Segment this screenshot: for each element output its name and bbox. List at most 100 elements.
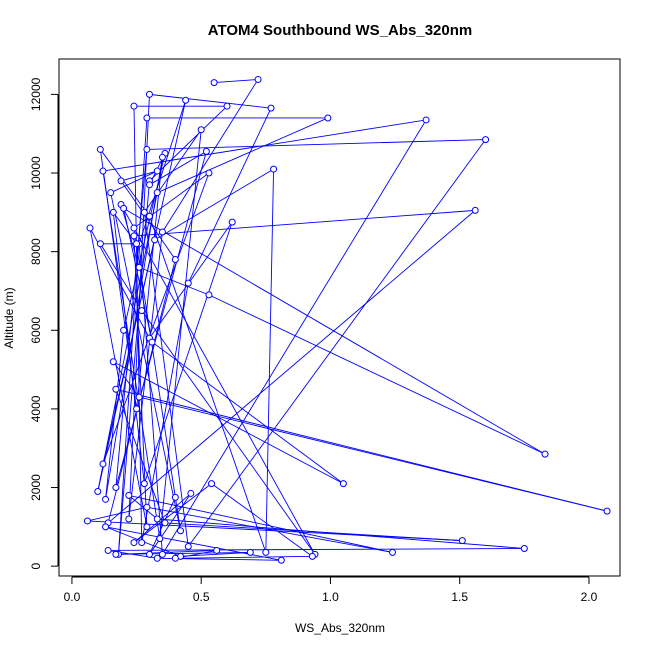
data-point — [135, 263, 143, 271]
data-point — [109, 208, 117, 216]
data-point — [161, 519, 169, 527]
data-point — [262, 548, 270, 556]
data-point — [143, 114, 151, 122]
series-segment — [133, 493, 192, 543]
series-segment — [162, 119, 427, 555]
data-point — [208, 480, 216, 488]
series-segment — [149, 221, 233, 339]
data-point — [107, 189, 115, 197]
data-point — [133, 405, 141, 413]
data-point — [184, 543, 192, 551]
data-point — [153, 515, 161, 523]
series-segment — [99, 243, 143, 311]
data-point — [458, 537, 466, 545]
data-point — [197, 126, 205, 134]
data-point — [153, 167, 161, 175]
data-point — [246, 548, 254, 556]
series-segment — [120, 180, 176, 260]
data-point — [158, 228, 166, 236]
series-segment — [102, 119, 427, 172]
y-tick-label: 4000 — [29, 395, 43, 422]
data-point — [145, 90, 153, 98]
series-segment — [149, 216, 267, 553]
data-point — [202, 147, 210, 155]
data-point — [102, 495, 110, 503]
data-point — [104, 546, 112, 554]
data-point — [339, 480, 347, 488]
data-point — [145, 550, 153, 558]
series-segment — [128, 495, 158, 520]
series-points — [83, 75, 611, 564]
data-point — [254, 75, 262, 83]
data-point — [153, 189, 161, 197]
series-segment — [107, 259, 176, 524]
data-point — [267, 104, 275, 112]
series-segment — [102, 172, 210, 465]
series-segment — [149, 93, 272, 109]
data-point — [482, 136, 490, 144]
data-point — [143, 503, 151, 511]
series-segment — [157, 117, 329, 194]
data-point — [140, 208, 148, 216]
data-point — [112, 484, 120, 492]
series-segment — [128, 494, 393, 553]
data-point — [96, 145, 104, 153]
data-point — [130, 539, 138, 547]
plot-frame — [58, 58, 621, 577]
series-segment — [151, 341, 344, 484]
data-point — [182, 96, 190, 104]
series-segment — [187, 139, 486, 547]
data-point — [187, 489, 195, 497]
y-tick-label: 10000 — [29, 156, 43, 190]
data-point — [99, 167, 107, 175]
data-point — [205, 169, 213, 177]
data-point — [156, 535, 164, 543]
data-point — [228, 218, 236, 226]
series-segment — [133, 227, 181, 531]
series-segment — [120, 204, 316, 555]
x-axis: 0.0 0.5 1.0 1.5 2.0 — [64, 576, 598, 604]
series-segment — [112, 361, 140, 398]
series-segment — [115, 551, 251, 555]
data-point — [210, 79, 218, 87]
series-segment — [120, 204, 140, 268]
series-segment — [141, 283, 189, 543]
series-segment — [108, 548, 525, 551]
series-segment — [154, 168, 274, 241]
data-point — [83, 517, 91, 525]
series-segment — [157, 518, 525, 549]
data-point — [138, 307, 146, 315]
series-segment — [115, 149, 148, 488]
data-point — [422, 116, 430, 124]
x-tick-label: 1.0 — [322, 590, 339, 604]
series-segment — [107, 210, 476, 524]
data-point — [117, 177, 125, 185]
series-segment — [133, 483, 212, 543]
x-tick-label: 0.5 — [193, 590, 210, 604]
data-point — [205, 291, 213, 299]
data-point — [184, 279, 192, 287]
data-point — [96, 240, 104, 248]
y-tick-label: 12000 — [29, 77, 43, 111]
series-segment — [89, 227, 148, 527]
data-point — [140, 480, 148, 488]
data-point — [603, 507, 611, 515]
data-point — [133, 240, 141, 248]
series-segment — [112, 212, 145, 484]
series-segment — [214, 78, 259, 84]
data-point — [112, 385, 120, 393]
series-segment — [123, 208, 153, 343]
data-point — [112, 550, 120, 558]
series-segment — [110, 170, 158, 194]
series-segment — [141, 310, 316, 555]
y-axis-label: Altitude (m) — [2, 287, 16, 348]
x-tick-label: 2.0 — [581, 590, 598, 604]
series-segment — [133, 209, 476, 237]
data-point — [158, 153, 166, 161]
series-segment — [208, 294, 546, 455]
series-segment — [146, 506, 393, 553]
data-point — [145, 181, 153, 189]
y-tick-label: 2000 — [29, 474, 43, 501]
data-point — [158, 550, 166, 558]
series-segment — [149, 105, 228, 182]
